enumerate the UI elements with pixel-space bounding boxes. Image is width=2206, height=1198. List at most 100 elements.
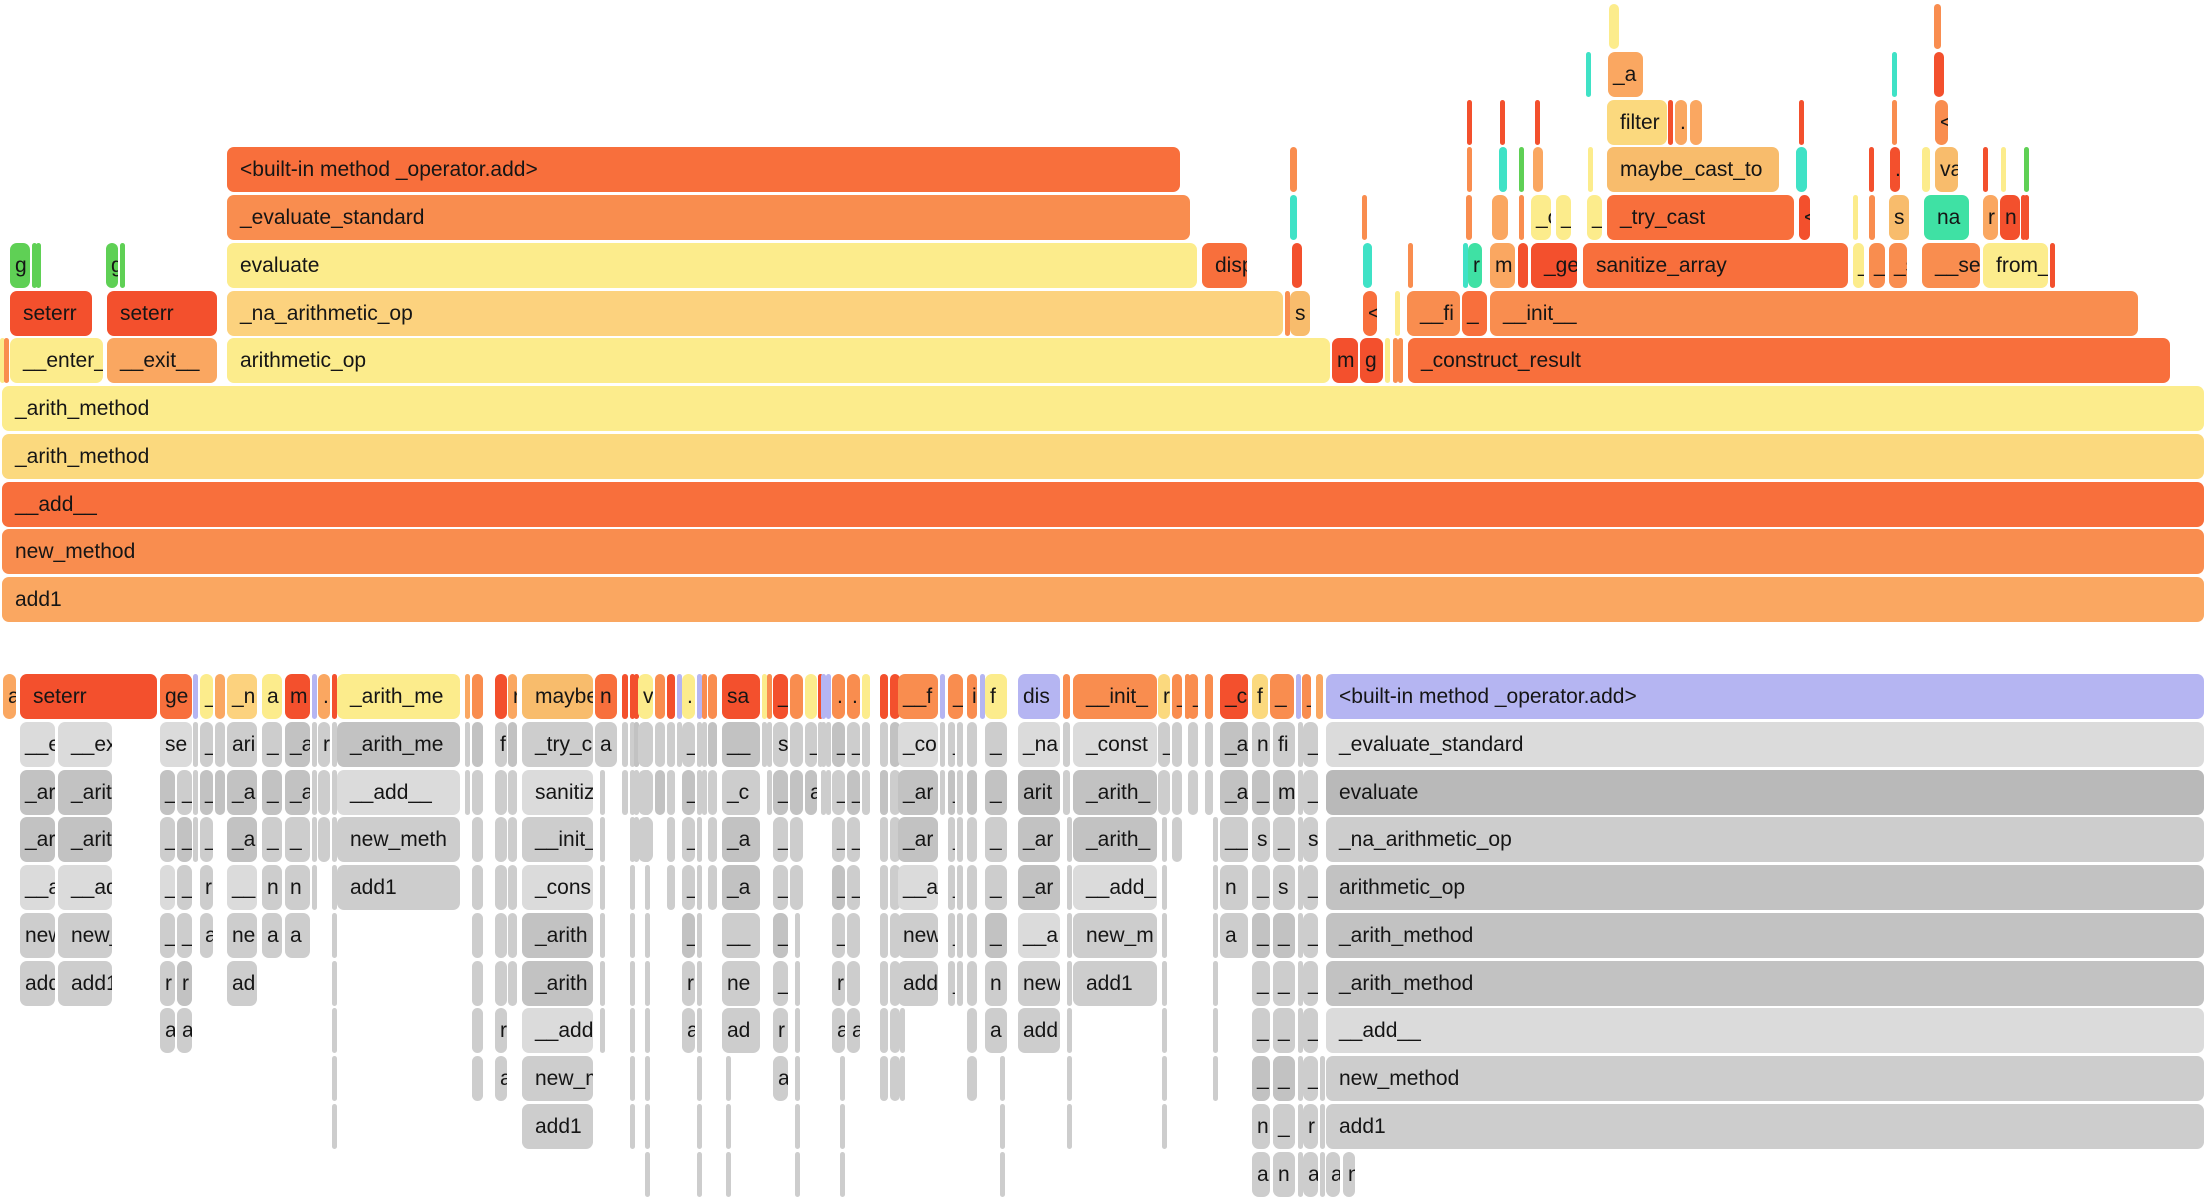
frame-bar[interactable] [645, 1103, 650, 1149]
frame-_arith[interactable]: _arith [522, 912, 593, 958]
frame-f[interactable]: f [1252, 674, 1268, 719]
frame-bar[interactable] [1385, 338, 1390, 384]
frame-bar[interactable] [1185, 674, 1190, 719]
frame-bar[interactable] [795, 912, 800, 958]
frame-bar[interactable] [957, 865, 963, 910]
frame-bar[interactable] [215, 721, 225, 767]
frame-bar[interactable] [1492, 195, 1508, 240]
frame-bar[interactable] [767, 674, 772, 719]
frame-bar[interactable] [332, 1103, 337, 1149]
frame-bar[interactable]: . [847, 674, 860, 719]
frame-bar[interactable] [332, 817, 337, 863]
frame-bar[interactable] [312, 865, 317, 910]
frame-add1[interactable]: add1 [2, 577, 2204, 622]
frame-bar[interactable] [508, 912, 517, 958]
frame-bar[interactable] [790, 721, 803, 767]
frame-bar[interactable] [600, 960, 605, 1006]
frame-_[interactable]: _ [1273, 912, 1295, 958]
frame-bar[interactable] [655, 721, 665, 767]
frame-bar[interactable] [940, 769, 945, 815]
frame-__exit__[interactable]: __exit__ [107, 338, 217, 384]
frame-bar[interactable] [630, 1008, 635, 1054]
frame-_ar[interactable]: _ar [898, 817, 938, 863]
frame-bar[interactable] [2024, 195, 2029, 240]
frame-_evaluate_standard[interactable]: _evaluate_standard [227, 195, 1190, 240]
frame-_[interactable]: _ [1188, 674, 1198, 719]
frame-s[interactable]: s [1889, 195, 1909, 240]
frame-g[interactable]: g [1360, 338, 1383, 384]
frame-bar[interactable] [645, 865, 650, 910]
frame-se[interactable]: se [160, 721, 192, 767]
frame-f[interactable]: f [985, 674, 1007, 719]
frame-_a[interactable]: _a [285, 721, 310, 767]
frame-a[interactable]: a [682, 1008, 695, 1054]
frame-bar[interactable] [508, 960, 517, 1006]
frame-a[interactable]: a [1252, 1151, 1270, 1197]
frame-bar[interactable] [332, 674, 337, 719]
frame-arithmetic_op[interactable]: arithmetic_op [1326, 865, 2204, 910]
frame-bar[interactable] [1393, 338, 1398, 384]
frame-bar[interactable] [465, 674, 470, 719]
frame-n[interactable]: n [1343, 1151, 1355, 1197]
frame-bar[interactable] [1518, 242, 1528, 288]
frame-bar[interactable] [900, 1056, 905, 1101]
frame-bar[interactable] [967, 865, 977, 910]
frame-bar[interactable] [312, 721, 317, 767]
frame-bar[interactable] [312, 769, 317, 815]
frame-bar[interactable] [880, 817, 888, 863]
frame-_[interactable]: _ [1273, 1103, 1295, 1149]
frame-bar[interactable] [332, 1008, 337, 1054]
frame-a[interactable]: a [262, 912, 282, 958]
frame-bar[interactable] [1799, 99, 1804, 145]
frame-__[interactable]: __ [722, 912, 760, 958]
frame-bar[interactable] [472, 912, 483, 958]
frame-bar[interactable] [2024, 147, 2029, 193]
frame-_arith_[interactable]: _arith_ [58, 769, 112, 815]
frame-_ar[interactable]: _ar [898, 769, 938, 815]
frame-bar[interactable] [957, 769, 963, 815]
frame-_[interactable]: _ [177, 865, 192, 910]
frame-bar[interactable] [890, 1056, 900, 1101]
frame-_[interactable]: _ [1869, 242, 1885, 288]
frame-_a[interactable]: _a [227, 769, 257, 815]
frame-bar[interactable] [630, 912, 635, 958]
frame-_[interactable]: _ [200, 674, 213, 719]
frame-bar[interactable] [622, 769, 628, 815]
frame-_a[interactable]: _a [1220, 769, 1248, 815]
frame-_arith_[interactable]: _arith_ [1073, 769, 1157, 815]
frame-bar[interactable] [1467, 99, 1472, 145]
frame-bar[interactable] [667, 769, 675, 815]
frame-a[interactable]: a [985, 1008, 1007, 1054]
frame-bar[interactable] [890, 817, 900, 863]
frame-fi[interactable]: fi [1273, 721, 1295, 767]
frame-na[interactable]: na [1924, 195, 1969, 240]
frame-bar[interactable] [1063, 769, 1070, 815]
frame-bar[interactable] [32, 242, 37, 288]
frame-bar[interactable] [215, 769, 225, 815]
frame-bar[interactable] [702, 721, 707, 767]
frame-bar[interactable] [472, 1008, 483, 1054]
frame-bar[interactable] [1290, 147, 1297, 193]
frame-_construct_result[interactable]: _construct_result [1408, 338, 2170, 384]
frame-bar[interactable] [508, 769, 517, 815]
frame-bar[interactable] [1298, 769, 1303, 815]
frame-bar[interactable] [630, 817, 635, 863]
frame-bar[interactable] [821, 721, 826, 767]
frame-a[interactable]: a [773, 1056, 788, 1101]
frame-bar[interactable] [655, 769, 665, 815]
frame-evaluate[interactable]: evaluate [1326, 769, 2204, 815]
frame-bar[interactable] [1188, 769, 1198, 815]
frame-_[interactable]: _ [773, 960, 788, 1006]
frame-bar[interactable] [1398, 338, 1403, 384]
frame-bar[interactable] [630, 960, 635, 1006]
frame-a[interactable]: a [495, 1056, 507, 1101]
frame-bar[interactable] [667, 721, 675, 767]
frame-bar[interactable] [332, 721, 337, 767]
frame-n[interactable]: n [2000, 195, 2020, 240]
frame-bar[interactable] [1320, 1151, 1325, 1197]
frame-__fi[interactable]: __fi [1407, 290, 1460, 336]
frame-bar[interactable] [1063, 674, 1070, 719]
frame-n[interactable]: n [1273, 1151, 1295, 1197]
frame-bar[interactable] [1983, 147, 1988, 193]
frame-_co[interactable]: _co [898, 721, 938, 767]
